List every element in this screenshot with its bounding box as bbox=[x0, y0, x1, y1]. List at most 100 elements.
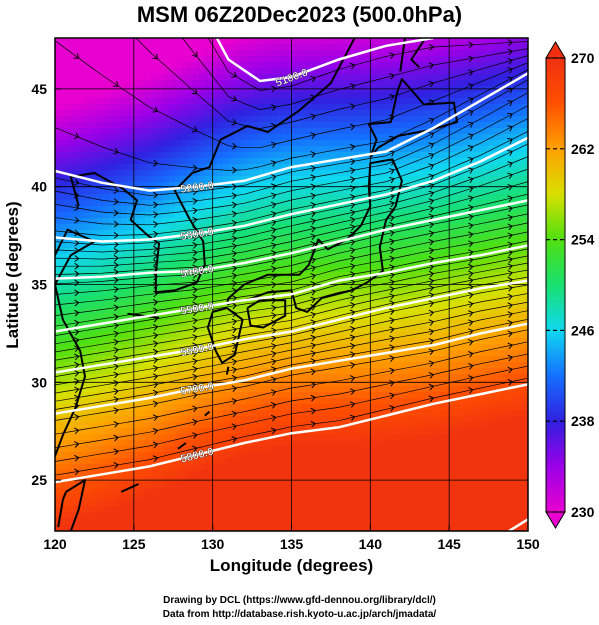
wind-arrow bbox=[192, 325, 198, 333]
wind-arrow bbox=[507, 214, 514, 222]
wind-arrow bbox=[389, 193, 395, 201]
y-tick-label: 45 bbox=[31, 81, 47, 97]
coastline bbox=[69, 38, 356, 294]
wind-arrow bbox=[428, 328, 435, 336]
wind-arrow bbox=[270, 350, 277, 358]
wind-arrow bbox=[507, 249, 514, 257]
height-contour bbox=[55, 322, 528, 415]
wind-arrow bbox=[428, 309, 435, 317]
wind-arrow bbox=[152, 324, 159, 331]
wind-arrow bbox=[349, 351, 356, 358]
wind-arrow bbox=[428, 182, 435, 190]
wind-arrow bbox=[468, 263, 474, 271]
wind-arrow bbox=[389, 264, 395, 271]
wind-arrow bbox=[310, 241, 317, 248]
page-title: MSM 06Z20Dec2023 (500.0hPa) bbox=[136, 2, 463, 27]
wind-arrow bbox=[74, 204, 80, 211]
wind-arrow bbox=[152, 389, 159, 397]
y-tick-label: 35 bbox=[31, 277, 47, 293]
wind-arrow bbox=[467, 121, 474, 128]
wind-arrow bbox=[271, 319, 277, 327]
wind-arrow bbox=[113, 187, 119, 194]
wind-arrow bbox=[191, 88, 198, 95]
wind-arrow bbox=[74, 369, 80, 377]
wind-arrow bbox=[271, 327, 277, 335]
wind-arrow bbox=[349, 263, 356, 270]
coastline bbox=[204, 410, 211, 417]
wind-arrow bbox=[152, 159, 159, 167]
colorbar-tick-label: 254 bbox=[571, 232, 595, 248]
wind-arrow bbox=[507, 284, 514, 292]
wind-arrow bbox=[271, 265, 277, 273]
wind-arrow bbox=[428, 338, 435, 345]
wind-arrow bbox=[468, 240, 474, 248]
wind-arrow bbox=[467, 69, 474, 76]
wind-arrow bbox=[507, 161, 513, 168]
wind-arrow bbox=[349, 216, 356, 224]
wind-arrow bbox=[428, 198, 435, 205]
wind-arrow bbox=[231, 318, 238, 326]
wind-arrow bbox=[73, 132, 80, 140]
colorbar-max-arrow bbox=[545, 41, 566, 59]
wind-arrow bbox=[349, 309, 356, 317]
wind-arrow bbox=[310, 350, 317, 358]
wind-arrow bbox=[74, 353, 80, 361]
wind-arrow bbox=[152, 455, 159, 462]
wind-arrow bbox=[389, 255, 395, 263]
wind-arrow bbox=[231, 334, 238, 342]
wind-arrow bbox=[271, 85, 277, 93]
colorbar-scale bbox=[545, 57, 566, 513]
wind-arrow bbox=[310, 218, 317, 225]
wind-arrow bbox=[349, 209, 356, 217]
wind-arrow bbox=[113, 248, 119, 255]
colorbar-tick-label: 246 bbox=[571, 322, 595, 338]
wind-arrow bbox=[507, 378, 514, 386]
wind-arrow bbox=[310, 296, 317, 304]
wind-arrow bbox=[113, 363, 119, 371]
wind-arrow bbox=[192, 249, 198, 257]
wind-arrow bbox=[389, 238, 395, 246]
wind-arrow bbox=[507, 276, 514, 284]
wind-arrow bbox=[389, 150, 395, 157]
wind-arrow bbox=[507, 76, 513, 83]
wind-arrow bbox=[389, 404, 395, 412]
wind-arrow bbox=[310, 358, 317, 365]
height-contour bbox=[55, 244, 528, 333]
contour-label: 5500.0 bbox=[179, 300, 214, 317]
wind-arrow bbox=[349, 342, 356, 350]
wind-arrow bbox=[507, 112, 513, 119]
y-tick-label: 30 bbox=[31, 374, 47, 390]
wind-arrow bbox=[310, 288, 317, 296]
wind-arrow bbox=[389, 200, 395, 208]
wind-arrow bbox=[192, 317, 198, 325]
wind-arrow bbox=[113, 407, 119, 414]
wind-arrow bbox=[231, 272, 238, 280]
wind-arrow bbox=[507, 39, 514, 47]
wind-arrow bbox=[231, 210, 238, 218]
wind-arrow bbox=[113, 198, 119, 206]
wind-arrow bbox=[152, 53, 159, 60]
wind-arrow bbox=[231, 95, 238, 102]
contour-label: 5300.0 bbox=[179, 226, 214, 243]
wind-arrow bbox=[74, 386, 80, 394]
wind-arrow bbox=[468, 319, 474, 326]
wind-arrow bbox=[231, 358, 238, 366]
wind-arrow bbox=[310, 311, 317, 319]
wind-arrow bbox=[428, 300, 435, 307]
wind-arrow bbox=[74, 239, 80, 247]
wind-arrow bbox=[74, 229, 80, 237]
wind-arrow bbox=[349, 247, 356, 254]
wind-arrow bbox=[270, 211, 277, 218]
x-tick-label: 145 bbox=[437, 536, 461, 552]
wind-arrow bbox=[152, 356, 159, 364]
wind-arrow bbox=[231, 436, 238, 443]
x-axis: 120 125 130 135 140 145 150 bbox=[43, 525, 540, 552]
wind-arrow bbox=[231, 166, 238, 174]
wind-arrow bbox=[192, 358, 198, 365]
wind-arrow bbox=[468, 249, 474, 256]
wind-arrow bbox=[428, 213, 435, 221]
wind-arrow bbox=[389, 73, 395, 80]
wind-arrow bbox=[192, 309, 198, 317]
wind-arrow bbox=[507, 241, 514, 249]
